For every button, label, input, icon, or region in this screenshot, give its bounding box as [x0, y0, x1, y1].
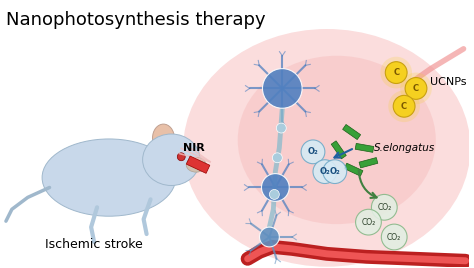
Ellipse shape [153, 124, 174, 152]
Text: C: C [401, 102, 407, 111]
Circle shape [380, 57, 412, 88]
Circle shape [400, 73, 432, 104]
Circle shape [356, 209, 381, 235]
Text: Ischemic stroke: Ischemic stroke [45, 238, 143, 251]
Text: UCNPs: UCNPs [430, 77, 466, 87]
Text: CO₂: CO₂ [361, 218, 375, 227]
Circle shape [177, 153, 185, 161]
Text: O₂: O₂ [329, 167, 340, 176]
Circle shape [276, 123, 286, 133]
Circle shape [381, 224, 407, 250]
Text: O₂: O₂ [308, 147, 319, 156]
Circle shape [385, 62, 407, 84]
Circle shape [263, 69, 302, 108]
Polygon shape [186, 156, 210, 173]
Text: Nanophotosynthesis therapy: Nanophotosynthesis therapy [6, 11, 265, 29]
Circle shape [262, 174, 289, 201]
Circle shape [405, 77, 427, 99]
Text: NIR: NIR [183, 143, 205, 153]
Circle shape [393, 95, 415, 117]
Circle shape [388, 90, 420, 122]
Circle shape [301, 140, 325, 164]
Ellipse shape [143, 134, 200, 185]
Text: O₂: O₂ [319, 167, 330, 176]
Ellipse shape [183, 29, 471, 267]
Text: S.elongatus: S.elongatus [374, 143, 436, 153]
Polygon shape [343, 124, 361, 140]
Circle shape [372, 194, 397, 220]
Ellipse shape [186, 157, 206, 172]
Circle shape [323, 160, 346, 184]
Ellipse shape [238, 56, 436, 224]
Text: CO₂: CO₂ [387, 233, 401, 241]
Ellipse shape [42, 139, 176, 216]
Circle shape [259, 227, 279, 247]
Circle shape [273, 153, 283, 163]
Polygon shape [344, 163, 363, 176]
Circle shape [269, 189, 279, 199]
Circle shape [313, 160, 337, 184]
Text: C: C [393, 68, 399, 77]
Text: C: C [413, 84, 419, 93]
Text: CO₂: CO₂ [377, 203, 392, 212]
Polygon shape [359, 158, 378, 168]
Polygon shape [331, 141, 346, 159]
Polygon shape [355, 143, 374, 152]
